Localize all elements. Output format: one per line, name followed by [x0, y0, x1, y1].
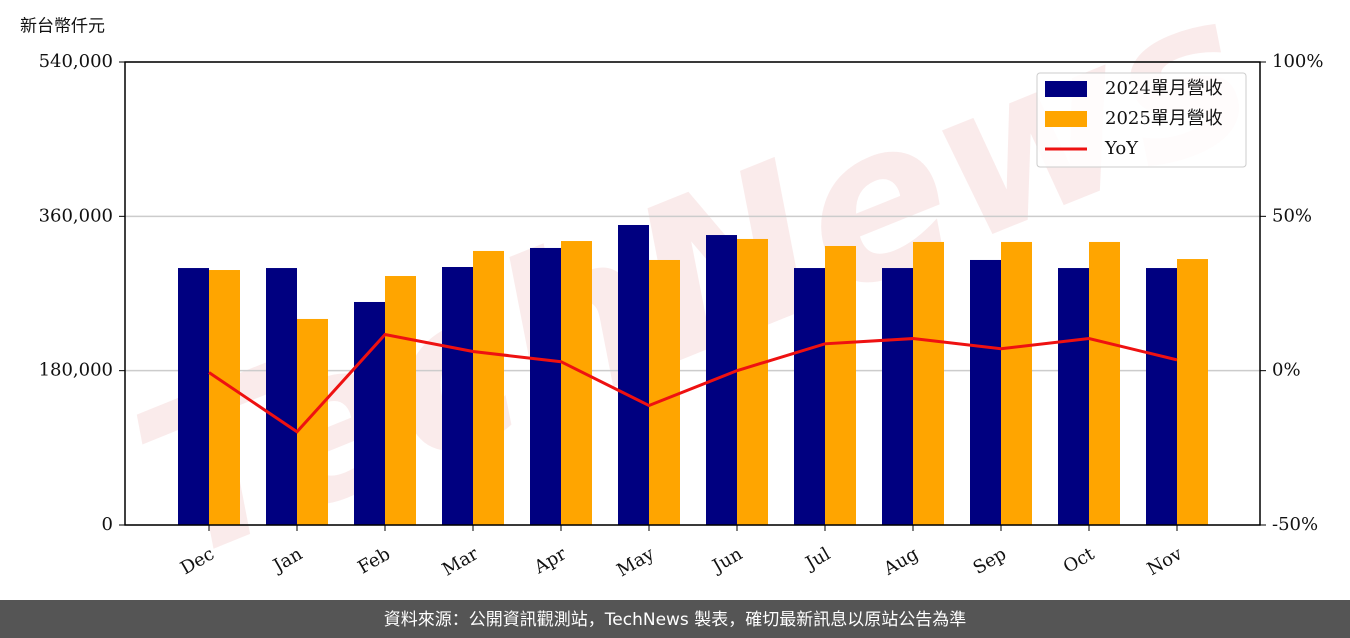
x-tick-label: Apr [530, 543, 570, 578]
bar [385, 276, 416, 525]
bar [649, 259, 680, 525]
bar [913, 241, 944, 525]
x-tick-label: Feb [354, 543, 394, 578]
bar [1177, 259, 1208, 525]
yoy-line [208, 332, 1178, 434]
bar [209, 270, 240, 525]
bar [178, 268, 209, 525]
x-tick-label: Aug [879, 543, 922, 580]
bar [1058, 268, 1089, 525]
bar [970, 259, 1001, 525]
bar [1001, 241, 1032, 525]
x-tick-label: Jun [707, 543, 746, 578]
bar [530, 247, 561, 525]
bar [1089, 241, 1120, 525]
bar [794, 268, 825, 525]
bar [561, 241, 592, 525]
bar [442, 267, 473, 525]
footer: 資料來源：公開資訊觀測站，TechNews 製表，確切最新訊息以原站公告為準 [384, 610, 966, 630]
bar [737, 238, 768, 526]
y2-tick-label: 0% [1272, 360, 1301, 381]
y-tick-label: 540,000 [39, 51, 113, 72]
plot-frame [124, 61, 1261, 526]
y-tick-label: 360,000 [39, 205, 113, 226]
x-tick-label: Mar [439, 543, 483, 580]
y2-tick-label: 100% [1272, 51, 1323, 72]
x-tick-label: May [613, 543, 658, 581]
y2-tick-label: 50% [1272, 205, 1312, 226]
x-tick-label: Nov [1144, 543, 1187, 580]
bar [1146, 268, 1177, 525]
bar [473, 250, 504, 525]
x-tick-label: Sep [970, 543, 1010, 578]
x-tick-label: Jul [800, 543, 834, 575]
footer-bar [0, 600, 1350, 638]
y-tick-label: 180,000 [39, 360, 113, 381]
bar [297, 318, 328, 525]
bar [825, 245, 856, 525]
y-axis-unit: 新台幣仟元 [20, 17, 105, 37]
bar [882, 268, 913, 525]
legend-swatch [1045, 111, 1087, 127]
legend-label: 2024單月營收 [1105, 78, 1223, 99]
legend-box [1036, 72, 1247, 168]
y2-tick-label: -50% [1272, 514, 1318, 535]
x-tick-label: Oct [1060, 543, 1099, 578]
legend-swatch [1045, 81, 1087, 97]
bar [266, 268, 297, 525]
bar [618, 224, 649, 525]
legend-label: YoY [1104, 138, 1139, 159]
y-tick-label: 0 [102, 514, 113, 535]
bar [354, 301, 385, 525]
legend-label: 2025單月營收 [1105, 108, 1223, 129]
